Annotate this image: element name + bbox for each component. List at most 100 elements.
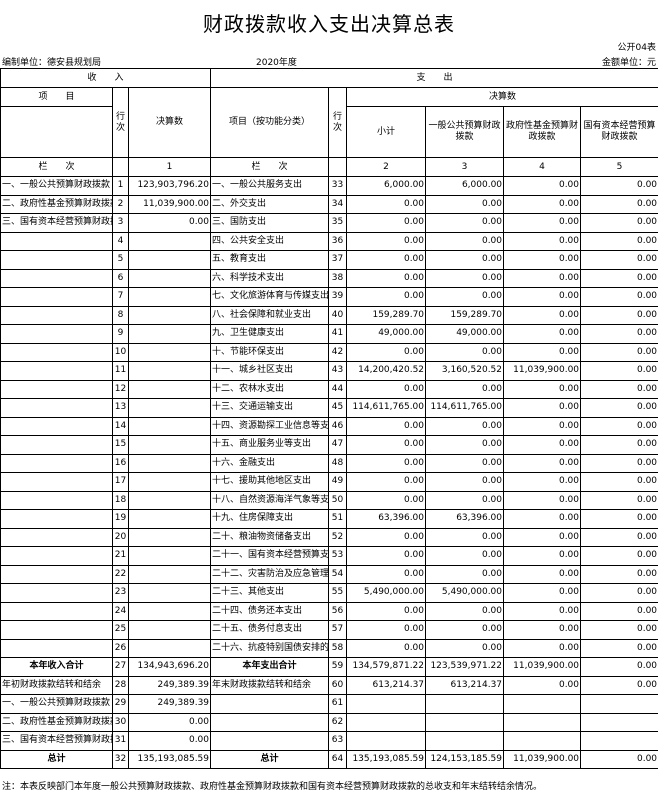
expense-row-no: 46 [328,416,348,436]
income-amount [127,453,212,473]
table-row: 年初财政拨款结转和结余 28 249,389.39 年末财政拨款结转和结余 60 613,… [0,675,658,695]
expense-row-no: 42 [328,342,348,362]
table-row: 9 九、卫生健康支出 41 49,000.00 49,000.00 0.00 0.00 [0,324,658,344]
expense-subtotal: 0.00 [346,342,427,362]
expense-fund: 0.00 [503,620,582,640]
expense-subtotal: 0.00 [346,250,427,270]
sub-header-row: 小计 一般公共预算财政拨款 政府性基金预算财政拨款 国有资本经营预算财政拨款 [0,106,658,158]
footnote: 注：本表反映部门本年度一般公共预算财政拨款、政府性基金预算财政拨款和国有资本经营… [2,782,543,792]
table-row: 一、一般公共预算财政拨款 1 123,903,796.20 一、一般公共服务支出 33 6… [0,176,658,196]
income-amount: 11,039,900.00 [127,194,212,214]
income-amount [127,601,212,621]
income-amount: 123,903,796.20 [127,176,212,196]
expense-item: 一、一般公共服务支出 [210,176,330,196]
expense-row-no: 51 [328,509,348,529]
expense-item: 十六、金融支出 [210,453,330,473]
final-amount-header: 决算数 [127,87,212,158]
expense-row-no: 48 [328,453,348,473]
expense-subtotal: 14,200,420.52 [346,361,427,381]
income-item [0,453,113,473]
table-row: 7 七、文化旅游体育与传媒支出 39 0.00 0.00 0.00 0.00 [0,287,658,307]
expense-item-header: 项目（按功能分类） [210,87,330,158]
table-row: 19 十九、住房保障支出 51 63,396.00 63,396.00 0.00 0.00 [0,509,658,529]
income-item [0,472,113,492]
expense-general: 0.00 [425,601,505,621]
expense-item: 二十三、其他支出 [210,583,330,603]
income-item [0,324,113,344]
income-row-no: 24 [112,601,129,621]
income-item [0,268,113,288]
income-row-no: 32 [112,749,129,769]
expense-state: 0.00 [580,453,658,473]
expense-item: 二十二、灾害防治及应急管理支出 [210,564,330,584]
expense-fund: 0.00 [503,324,582,344]
expense-subtotal: 0.00 [346,453,427,473]
expense-subtotal: 0.00 [346,435,427,455]
expense-row-no: 58 [328,638,348,658]
table-row: 17 十七、援助其他地区支出 49 0.00 0.00 0.00 0.00 [0,472,658,492]
expense-subtotal: 63,396.00 [346,509,427,529]
column-number: 2 [346,157,427,177]
expense-item: 五、教育支出 [210,250,330,270]
expense-row-no: 41 [328,324,348,344]
expense-subtotal: 0.00 [346,379,427,399]
income-row-no: 16 [112,453,129,473]
income-amount: 249,389.39 [127,675,212,695]
table-row: 24 二十四、债务还本支出 56 0.00 0.00 0.00 0.00 [0,601,658,621]
expense-general: 0.00 [425,620,505,640]
expense-row-no: 37 [328,250,348,270]
expense-state: 0.00 [580,638,658,658]
column-label: 栏 次 [210,157,330,177]
expense-row-no: 52 [328,527,348,547]
income-row-no: 26 [112,638,129,658]
income-amount [127,546,212,566]
expense-row-no: 61 [328,694,348,714]
expense-item: 总计 [210,749,330,769]
income-row-no: 6 [112,268,129,288]
expense-subtotal: 159,289.70 [346,305,427,325]
income-row-no: 3 [112,213,129,233]
blank-cell [112,157,129,177]
table-row: 25 二十五、债务付息支出 57 0.00 0.00 0.00 0.00 [0,620,658,640]
income-row-no: 4 [112,231,129,251]
expense-general: 0.00 [425,527,505,547]
column-number: 3 [425,157,505,177]
expense-general: 63,396.00 [425,509,505,529]
expense-general: 0.00 [425,638,505,658]
expense-general: 159,289.70 [425,305,505,325]
column-number: 5 [580,157,658,177]
expense-subtotal: 0.00 [346,472,427,492]
table-row: 一、一般公共预算财政拨款 29 249,389.39 61 [0,694,658,714]
expense-fund: 11,039,900.00 [503,361,582,381]
income-item [0,490,113,510]
income-amount [127,472,212,492]
income-item [0,564,113,584]
expense-state: 0.00 [580,250,658,270]
expense-state [580,731,658,751]
expense-fund: 0.00 [503,638,582,658]
income-item [0,527,113,547]
table-row: 4 四、公共安全支出 36 0.00 0.00 0.00 0.00 [0,231,658,251]
expense-subtotal: 0.00 [346,268,427,288]
income-item [0,305,113,325]
table-row: 12 十二、农林水支出 44 0.00 0.00 0.00 0.00 [0,379,658,399]
expense-state: 0.00 [580,435,658,455]
income-amount [127,361,212,381]
expense-subtotal: 0.00 [346,546,427,566]
page-title: 财政拨款收入支出决算总表 [203,12,455,36]
income-amount [127,250,212,270]
expense-row-no: 57 [328,620,348,640]
expense-state: 0.00 [580,361,658,381]
state-header: 国有资本经营预算财政拨款 [580,106,658,158]
expense-subtotal [346,694,427,714]
expense-item: 九、卫生健康支出 [210,324,330,344]
income-amount: 0.00 [127,712,212,732]
table-row: 本年收入合计 27 134,943,696.20 本年支出合计 59 134,579,87… [0,657,658,677]
table-row: 20 二十、粮油物资储备支出 52 0.00 0.00 0.00 0.00 [0,527,658,547]
income-item [0,416,113,436]
income-item: 二、政府性基金预算财政拨款 [0,194,113,214]
expense-row-no: 62 [328,712,348,732]
expense-subtotal [346,712,427,732]
expense-item: 八、社会保障和就业支出 [210,305,330,325]
